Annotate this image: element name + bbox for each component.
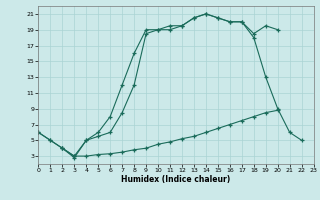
X-axis label: Humidex (Indice chaleur): Humidex (Indice chaleur) <box>121 175 231 184</box>
